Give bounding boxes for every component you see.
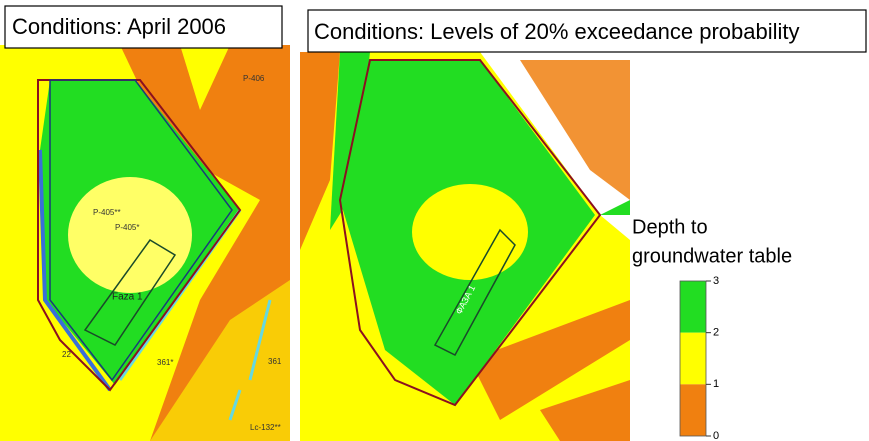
- map-label: P-405**: [93, 208, 121, 217]
- left-map: [0, 45, 290, 441]
- legend-title: groundwater table: [632, 245, 792, 267]
- panel-title: Conditions: Levels of 20% exceedance pro…: [314, 19, 800, 44]
- legend-band: [680, 281, 706, 333]
- figure: P-406 P-405** P-405* Faza 1 22 361* 361 …: [0, 0, 869, 441]
- legend-tick-label: 1: [713, 378, 719, 390]
- legend-band: [680, 384, 706, 436]
- map-label: 22: [62, 350, 71, 359]
- legend-band: [680, 333, 706, 385]
- panel-title: Conditions: April 2006: [12, 14, 226, 39]
- map-label: 361: [268, 357, 282, 366]
- map-label: P-405*: [115, 223, 139, 232]
- map-label: Lc-132**: [250, 423, 281, 432]
- legend-tick-label: 3: [713, 275, 719, 287]
- map-label: Faza 1: [112, 292, 143, 303]
- legend-tick-label: 0: [713, 430, 719, 441]
- map-label: P-406: [243, 74, 265, 83]
- right-map: [300, 52, 630, 441]
- legend: Depth to groundwater table: [632, 216, 792, 267]
- map-label: 361*: [157, 358, 173, 367]
- legend-title: Depth to: [632, 216, 708, 238]
- legend-tick-label: 2: [713, 327, 719, 339]
